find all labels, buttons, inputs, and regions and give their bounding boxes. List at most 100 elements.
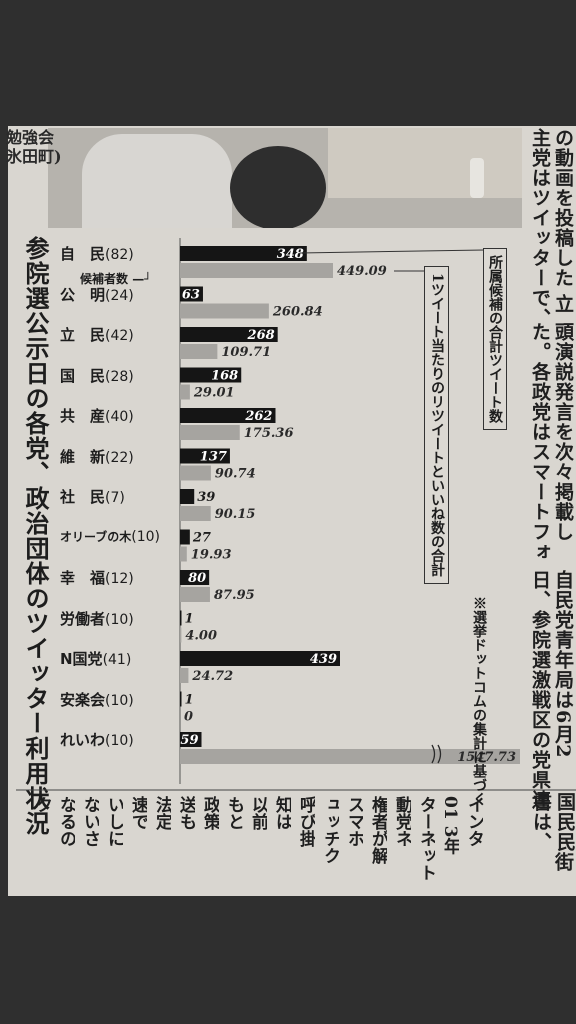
candidate-count: (10) [105, 733, 134, 749]
bottom-article-column: ク [32, 796, 51, 813]
tweet-count-label: 137 [200, 450, 227, 465]
reaction-label: 0 [184, 710, 193, 725]
bottom-article-column: 動党ネ [392, 796, 411, 847]
party-name: N国党 [60, 650, 103, 668]
candidate-count: (10) [131, 528, 161, 545]
tweet-count-label: 80 [188, 571, 206, 586]
bottom-article-column: インタ [464, 796, 483, 847]
tweet-count-label: 27 [192, 531, 211, 546]
tweet-count-bar [180, 489, 195, 504]
party-name: 自 民 [60, 245, 106, 263]
bottom-article-column: 送も [176, 796, 195, 830]
bottom-article-column: ュッチク [320, 796, 339, 864]
bottom-article-column: 政策 [200, 796, 219, 830]
party-label: れいわ(10) [60, 729, 134, 750]
tweet-count-bar [180, 610, 182, 626]
bottom-article-column: スマホ [344, 796, 363, 847]
candidate-count-label: 候補者数 —┘ [80, 272, 152, 286]
party-name: オリーブの木 [60, 529, 132, 544]
party-label: 労働者(10) [60, 608, 134, 629]
tweet-count-bar [180, 448, 230, 464]
candidate-count: (22) [105, 449, 134, 466]
party-label: 社 民(7) [60, 486, 125, 507]
candidate-count: (24) [105, 287, 134, 304]
legend-gray: 1ツイート当たりのリツイートといいね数の合計 [424, 266, 449, 584]
candidate-count: (42) [105, 328, 134, 344]
party-name: 公 明 [60, 285, 106, 304]
bottom-article-column: 知は [272, 796, 291, 830]
candidate-count: (41) [102, 652, 132, 668]
left-column-line: 氷田町) [6, 147, 62, 166]
reaction-label: 4.00 [185, 629, 217, 644]
reaction-label: 87.95 [214, 588, 255, 603]
tweet-count-label: 262 [244, 409, 272, 424]
article-column: 立 [552, 294, 574, 314]
tweet-count-bar [180, 529, 190, 545]
tweet-count-label: 439 [310, 652, 337, 667]
party-name: 国 民 [60, 366, 106, 385]
reaction-bar [180, 546, 187, 562]
tweet-count-bar [180, 691, 182, 707]
candidate-count: (7) [105, 490, 125, 506]
candidate-count: (82) [105, 247, 134, 263]
reaction-bar [180, 263, 333, 278]
legend-black: 所属候補の合計ツイート数 [483, 248, 507, 430]
reaction-bar [180, 425, 240, 440]
tweet-count-label: 348 [277, 247, 304, 262]
party-label: 安楽会(10) [60, 689, 134, 710]
tweet-count-bar [180, 327, 278, 342]
reaction-bar [180, 344, 218, 359]
reaction-bar [180, 465, 211, 481]
article-column: 街 [552, 852, 574, 872]
reaction-bar [180, 668, 189, 683]
bottom-article-column: ターネット [416, 796, 435, 881]
reaction-label: 109.71 [221, 345, 271, 360]
tweet-count-label: 268 [247, 328, 275, 343]
article-column: 主党はツイッターで、 [529, 128, 551, 328]
tweet-count-bar [180, 408, 276, 423]
party-label: N国党(41) [60, 648, 131, 669]
article-column: 日、参院選激戦区の党県連 [529, 570, 551, 810]
tweet-count-bar [180, 246, 307, 261]
left-column-line: 勉強会 [6, 128, 55, 147]
reaction-bar [180, 627, 182, 643]
tweet-count-label: 1 [185, 612, 194, 627]
bottom-article-column: 以前 [248, 796, 267, 830]
article-column: 書は、 [530, 792, 552, 852]
article-column: 国民民 [554, 792, 576, 852]
bottom-article-column: 法定 [152, 796, 171, 830]
bottom-article-column: ないさ [80, 796, 99, 847]
candidate-count: (12) [105, 571, 134, 587]
reaction-bar [180, 384, 190, 400]
tweet-count-label: 168 [211, 369, 238, 384]
article-column: 自民党青年局は6月2 [552, 570, 574, 759]
reaction-label: 29.01 [193, 386, 235, 401]
tweet-count-label: 39 [197, 490, 215, 505]
candidate-count: (40) [105, 409, 134, 425]
reaction-label: 24.72 [191, 669, 233, 684]
party-name: 幸 福 [60, 569, 106, 587]
party-label: 国 民(28) [60, 365, 134, 386]
party-name: 立 民 [60, 326, 106, 344]
party-label: 幸 福(12) [60, 567, 134, 588]
candidate-count: (10) [105, 692, 134, 709]
bottom-article-column: もと [224, 796, 243, 830]
candidate-count: (28) [105, 368, 134, 385]
party-name: 安楽会 [60, 690, 106, 709]
news-photo [48, 128, 522, 228]
party-label: オリーブの木(10) [60, 527, 160, 545]
bottom-article-column: 速で [128, 796, 147, 830]
tweet-count-label: 59 [180, 733, 198, 748]
party-name: 維 新 [60, 447, 106, 466]
party-name: れいわ [60, 731, 106, 749]
reaction-label: 175.36 [244, 426, 294, 441]
article-column: 頭演説発言を次々掲載し [552, 322, 574, 542]
legend-leader-black [299, 249, 485, 254]
bottom-article-column: なるの [56, 796, 75, 847]
party-name: 社 民 [60, 488, 106, 506]
tweet-count-bar [180, 570, 210, 585]
person-shirt [82, 134, 232, 228]
bottom-article-column: 権者が解 [368, 796, 387, 864]
bottom-article-column: 01 3年 [440, 796, 459, 855]
